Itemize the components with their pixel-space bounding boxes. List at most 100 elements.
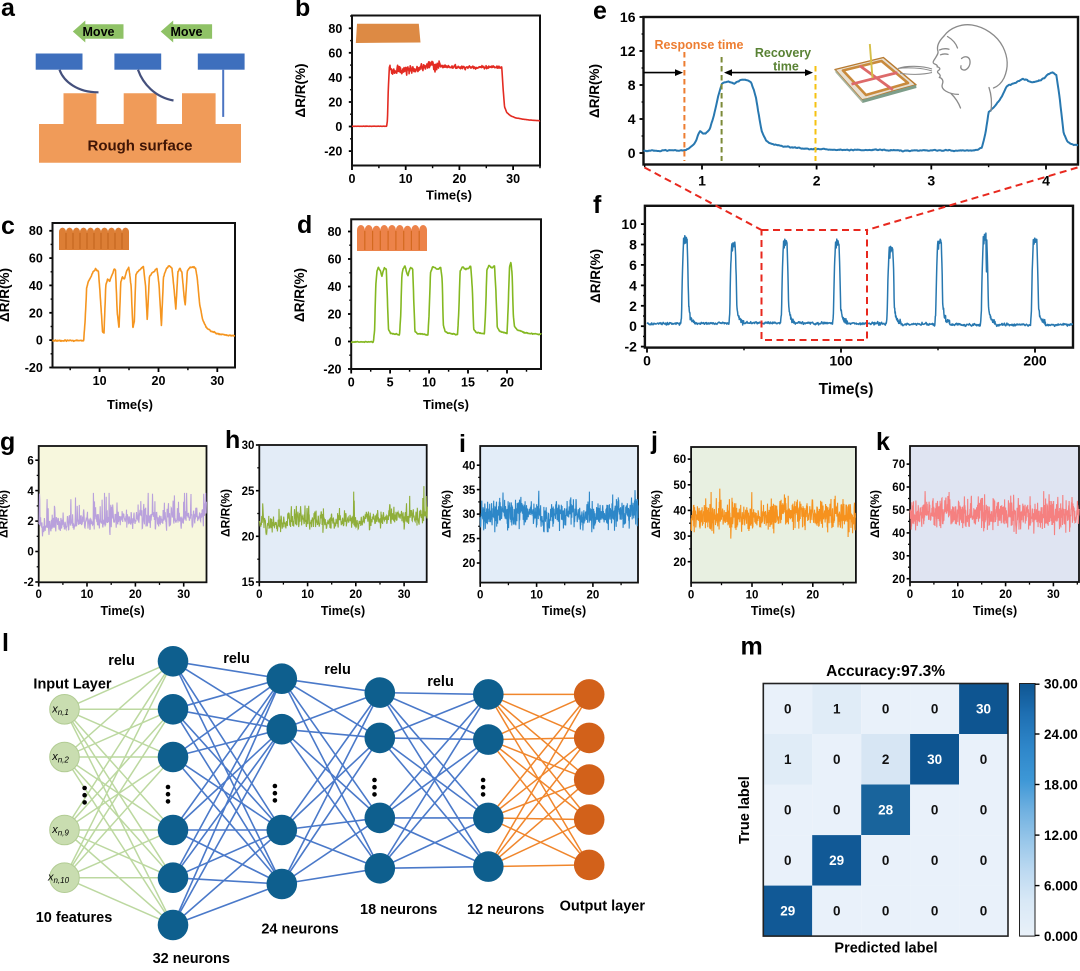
svg-text:60: 60 [892, 482, 905, 494]
svg-text:2: 2 [882, 752, 890, 767]
svg-text:30: 30 [976, 702, 991, 717]
svg-text:15: 15 [242, 577, 255, 589]
svg-text:10: 10 [422, 376, 436, 390]
svg-text:j: j [650, 427, 658, 455]
svg-text:60: 60 [673, 454, 686, 466]
svg-text:Accuracy:97.3%: Accuracy:97.3% [826, 663, 945, 680]
svg-text:10: 10 [951, 589, 964, 601]
svg-text:30: 30 [398, 589, 411, 601]
svg-text:30.00: 30.00 [1044, 676, 1078, 691]
svg-text:20: 20 [328, 308, 342, 322]
svg-text:20: 20 [500, 376, 514, 390]
svg-text:4: 4 [629, 277, 637, 293]
svg-text:0: 0 [833, 803, 841, 818]
svg-text:30: 30 [210, 374, 224, 388]
svg-text:0: 0 [348, 376, 355, 390]
svg-text:30: 30 [1047, 589, 1060, 601]
svg-text:10: 10 [530, 589, 543, 601]
svg-text:Time(s): Time(s) [542, 604, 586, 618]
svg-text:30: 30 [673, 531, 686, 543]
svg-text:0: 0 [931, 904, 939, 919]
svg-text:-20: -20 [324, 145, 342, 159]
svg-text:ΔR/R(%): ΔR/R(%) [0, 490, 11, 538]
svg-text:True label: True label [737, 776, 753, 844]
svg-text:50: 50 [892, 505, 905, 517]
svg-text:0: 0 [833, 904, 841, 919]
svg-text:29: 29 [780, 904, 795, 919]
svg-text:a: a [1, 0, 16, 22]
svg-text:Move: Move [171, 25, 203, 39]
svg-text:0: 0 [931, 853, 939, 868]
svg-text:80: 80 [328, 225, 342, 239]
svg-text:0: 0 [628, 145, 636, 161]
svg-text:60: 60 [328, 253, 342, 267]
svg-text:0: 0 [931, 803, 939, 818]
svg-text:0: 0 [833, 752, 841, 767]
svg-text:30: 30 [927, 752, 942, 767]
svg-text:40: 40 [463, 460, 476, 472]
svg-text:15: 15 [461, 376, 475, 390]
svg-text:-2: -2 [624, 339, 637, 355]
svg-text:40: 40 [328, 280, 342, 294]
svg-text:30: 30 [177, 589, 190, 601]
svg-text:10: 10 [746, 589, 759, 601]
svg-text:Predicted label: Predicted label [834, 941, 937, 957]
svg-text:Rough surface: Rough surface [87, 138, 192, 155]
svg-text:8: 8 [628, 77, 636, 93]
svg-text:6.000: 6.000 [1044, 879, 1078, 894]
svg-text:6: 6 [27, 455, 33, 467]
svg-text:0: 0 [35, 589, 41, 601]
svg-text:30: 30 [463, 509, 476, 521]
svg-text:0: 0 [256, 589, 262, 601]
svg-text:Time(s): Time(s) [100, 604, 144, 618]
svg-text:b: b [295, 0, 310, 22]
svg-text:24 neurons: 24 neurons [261, 922, 338, 938]
svg-text:10: 10 [93, 374, 107, 388]
svg-text:12.00: 12.00 [1044, 828, 1078, 843]
svg-text:4: 4 [1042, 173, 1050, 189]
svg-text:0: 0 [980, 752, 988, 767]
svg-text:20: 20 [29, 306, 43, 320]
svg-text:0: 0 [882, 702, 890, 717]
svg-text:24.00: 24.00 [1044, 727, 1078, 742]
svg-text:0: 0 [882, 853, 890, 868]
svg-text:29: 29 [829, 853, 844, 868]
svg-text:35: 35 [463, 485, 476, 497]
svg-text:ΔR/R(%): ΔR/R(%) [588, 249, 603, 303]
svg-text:Input Layer: Input Layer [33, 677, 112, 693]
svg-text:80: 80 [328, 22, 342, 36]
svg-text:ΔR/R(%): ΔR/R(%) [0, 268, 12, 322]
svg-text:10: 10 [301, 589, 314, 601]
svg-text:16: 16 [620, 9, 636, 25]
svg-text:0.000: 0.000 [1044, 929, 1078, 944]
svg-text:k: k [876, 428, 890, 456]
svg-text:10: 10 [81, 589, 94, 601]
svg-text:20: 20 [806, 589, 819, 601]
svg-text:0: 0 [27, 547, 33, 559]
svg-text:0: 0 [688, 589, 694, 601]
svg-text:1: 1 [833, 702, 841, 717]
svg-text:30: 30 [506, 172, 520, 186]
svg-text:time: time [773, 60, 799, 74]
svg-text:20: 20 [587, 589, 600, 601]
svg-text:4: 4 [27, 486, 34, 498]
svg-text:0: 0 [629, 318, 637, 334]
svg-text:0: 0 [907, 589, 913, 601]
svg-text:0: 0 [477, 589, 483, 601]
svg-text:30: 30 [892, 551, 905, 563]
svg-text:0: 0 [36, 334, 43, 348]
svg-text:l: l [2, 629, 9, 657]
svg-text:relu: relu [427, 674, 454, 690]
svg-text:10: 10 [399, 172, 413, 186]
svg-text:-20: -20 [323, 363, 341, 377]
svg-text:Time(s): Time(s) [423, 397, 469, 412]
svg-text:40: 40 [29, 279, 43, 293]
svg-text:20: 20 [452, 172, 466, 186]
svg-text:200: 200 [1023, 353, 1047, 369]
svg-text:3: 3 [927, 173, 935, 189]
svg-text:1: 1 [698, 173, 706, 189]
svg-text:h: h [225, 426, 240, 454]
svg-text:Time(s): Time(s) [426, 188, 472, 203]
svg-text:f: f [593, 191, 602, 219]
svg-text:ΔR/R(%): ΔR/R(%) [440, 490, 454, 538]
